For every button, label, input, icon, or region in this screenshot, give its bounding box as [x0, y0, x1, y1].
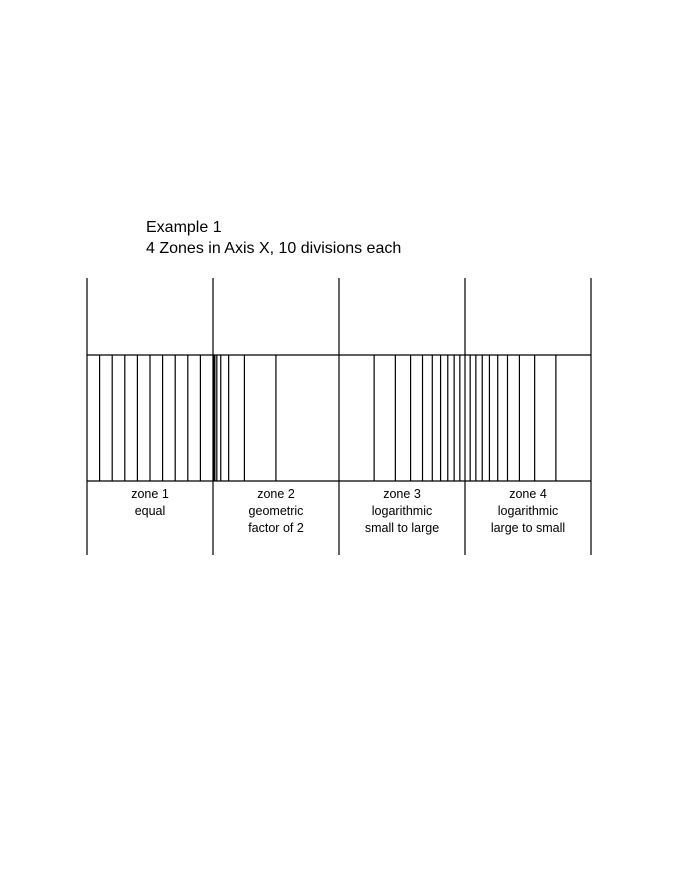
zone-label-line: equal [135, 504, 166, 518]
title-line-1: Example 1 [146, 219, 222, 236]
zone-label-line: zone 3 [383, 487, 421, 501]
zone-label-line: zone 4 [509, 487, 547, 501]
zone-label-line: factor of 2 [248, 521, 304, 535]
zone-label-line: large to small [491, 521, 565, 535]
division-lines [98, 355, 557, 481]
zone-label-line: logarithmic [498, 504, 558, 518]
zone-labels: zone 1 equal zone 2 geometric factor of 2 zon… [131, 487, 565, 535]
zone-label-line: geometric [249, 504, 304, 518]
zone-label-line: zone 1 [131, 487, 169, 501]
zone-label-line: small to large [365, 521, 439, 535]
zone-label-line: logarithmic [372, 504, 432, 518]
title-line-2: 4 Zones in Axis X, 10 divisions each [146, 240, 401, 257]
zone-label-line: zone 2 [257, 487, 295, 501]
